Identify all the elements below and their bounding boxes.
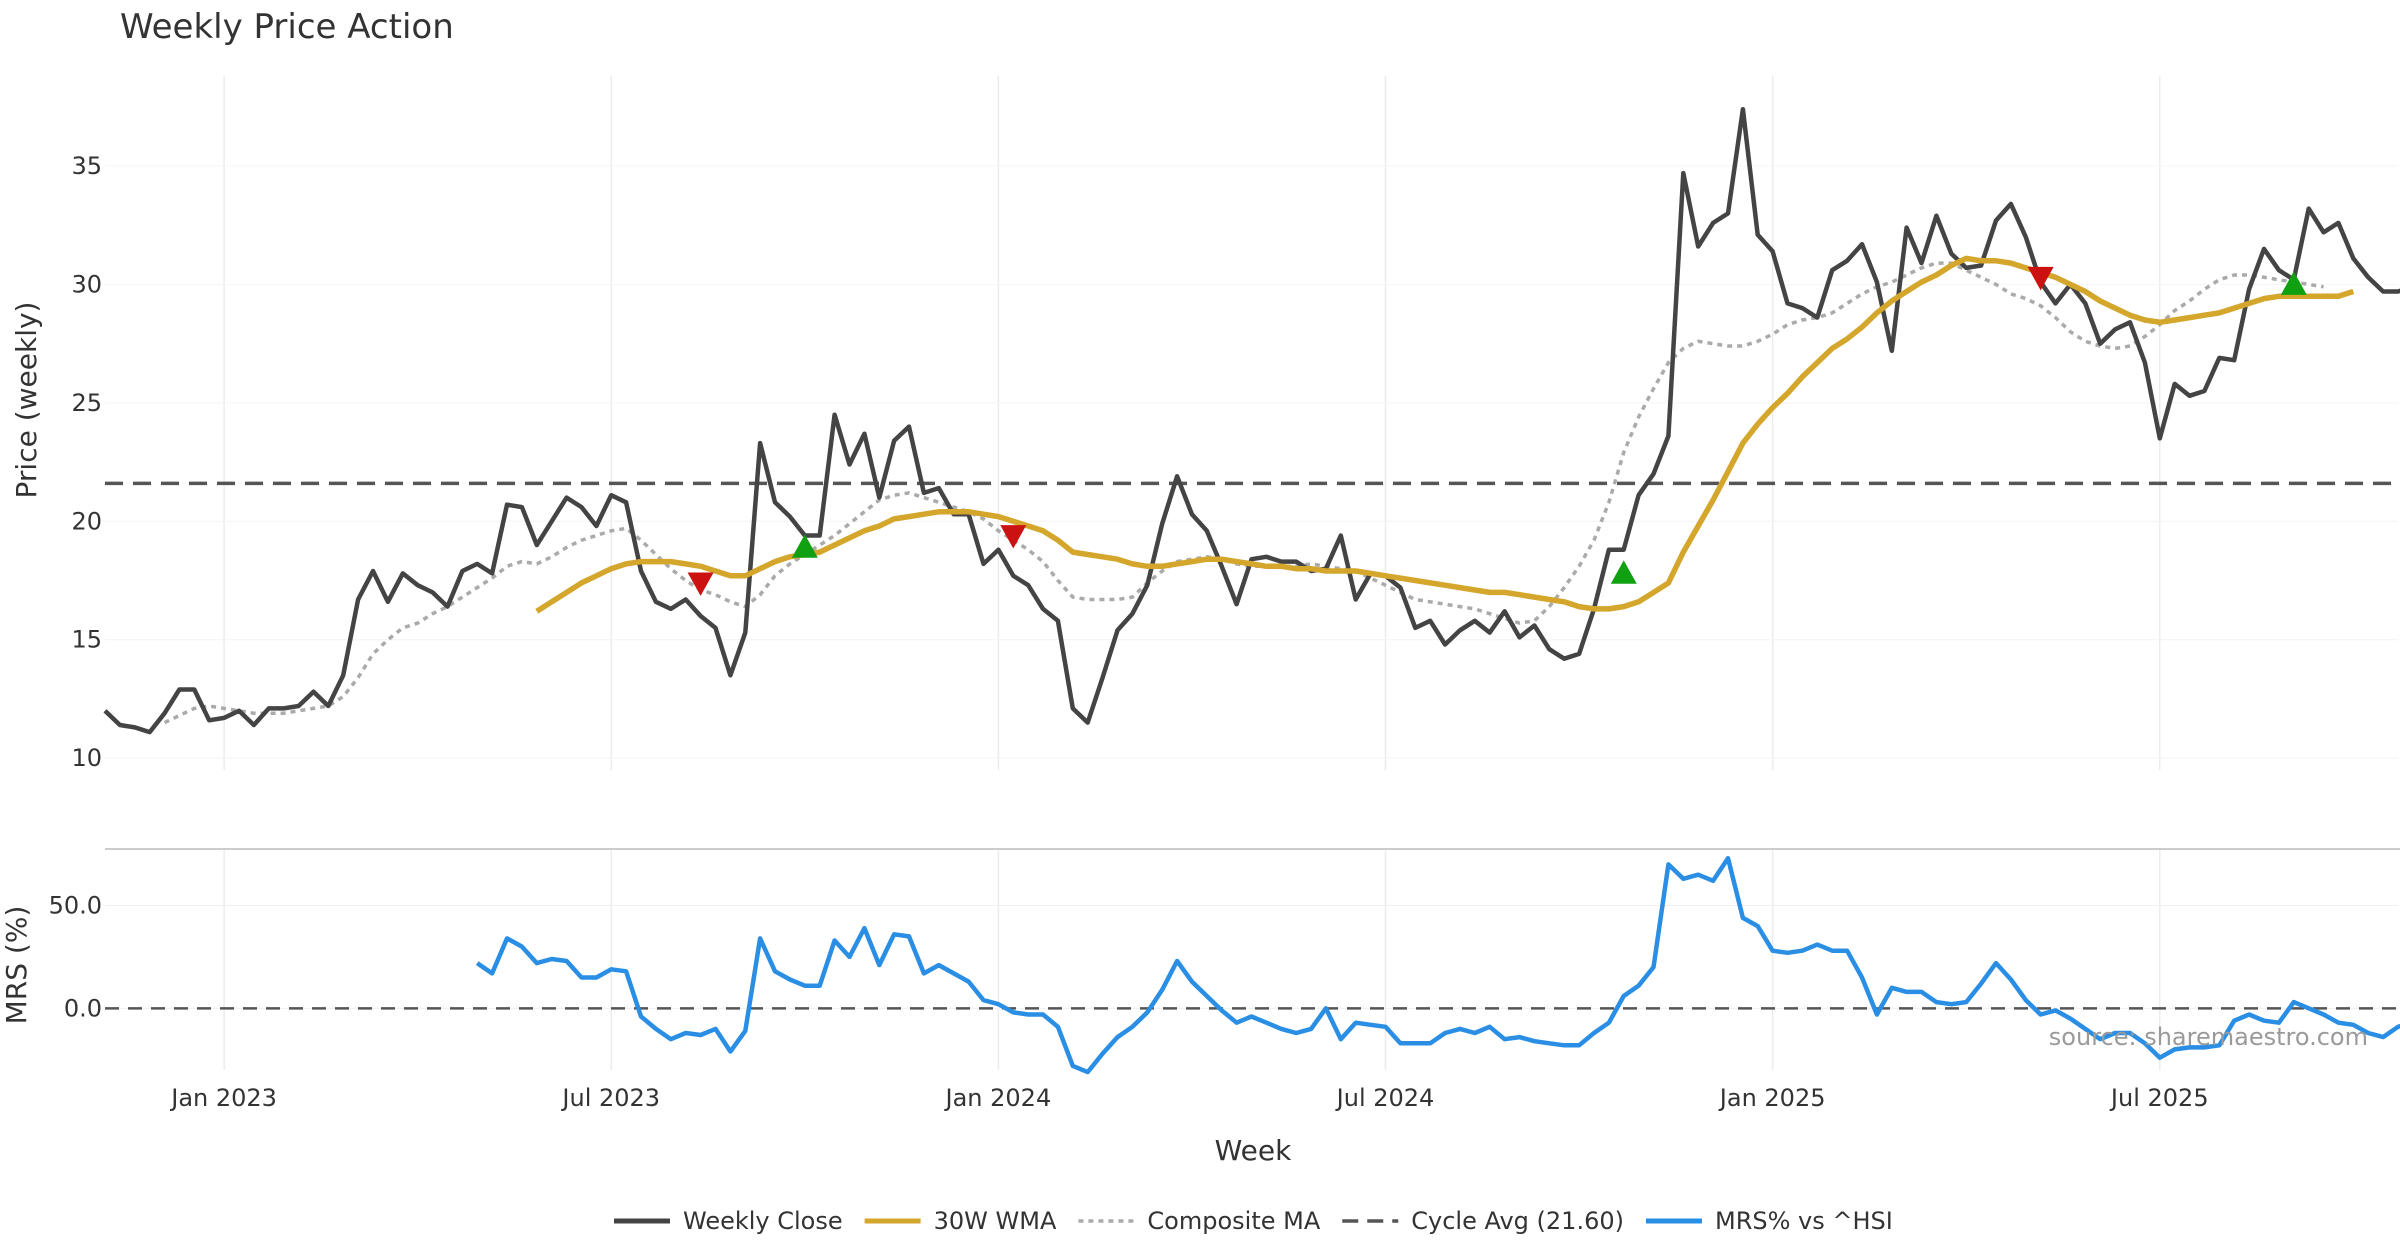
wma-30w-line [535, 255, 2355, 614]
price-y-tick-label: 25 [71, 389, 102, 417]
buy-signal-marker [1610, 560, 1637, 584]
mrs-y-tick-label: 0.0 [64, 994, 102, 1022]
buy-signal-marker [791, 534, 818, 558]
legend-label: Weekly Close [683, 1207, 843, 1235]
x-tick-label: Jul 2024 [1335, 1084, 1435, 1112]
composite-ma-line [163, 261, 2324, 725]
mrs-y-tick-label: 50.0 [49, 892, 102, 920]
buy-signal-marker [2280, 271, 2307, 295]
legend-item: Weekly Close [614, 1207, 843, 1235]
legend-label: Composite MA [1147, 1207, 1320, 1235]
x-tick-label: Jan 2025 [1718, 1084, 1826, 1112]
sell-signal-marker [687, 572, 714, 596]
legend: Weekly Close 30W WMA Composite MA Cycle Avg… [614, 1207, 1893, 1235]
legend-label: MRS% vs ^HSI [1715, 1207, 1893, 1235]
price-y-axis-label: Price (weekly) [10, 302, 43, 499]
x-ticks: Jan 2023 Jul 2023 Jan 2024 Jul 2024 Jan 2025… [169, 1084, 2208, 1112]
price-panel-grid [105, 76, 2398, 770]
legend-item: Cycle Avg (21.60) [1342, 1207, 1624, 1235]
x-tick-label: Jan 2023 [169, 1084, 277, 1112]
price-y-tick-label: 35 [71, 152, 102, 180]
weekly-close-line [103, 106, 2400, 735]
legend-label: Cycle Avg (21.60) [1411, 1207, 1624, 1235]
mrs-line [475, 855, 2400, 1075]
sell-signal-marker [2027, 266, 2054, 291]
legend-item: Composite MA [1078, 1207, 1321, 1235]
signal-markers [687, 266, 2307, 596]
price-y-tick-label: 20 [71, 507, 102, 535]
mrs-y-axis-label: MRS (%) [0, 906, 33, 1025]
price-y-tick-label: 15 [71, 626, 102, 654]
source-watermark: source: sharemaestro.com [2049, 1023, 2368, 1051]
sell-signal-marker [1000, 525, 1027, 549]
mrs-y-ticks: 0.0 50.0 [49, 892, 102, 1023]
x-tick-label: Jan 2024 [944, 1084, 1052, 1112]
price-y-tick-label: 10 [71, 744, 102, 772]
price-y-tick-label: 30 [71, 270, 102, 298]
x-tick-label: Jul 2023 [560, 1084, 660, 1112]
chart-title: Weekly Price Action [120, 7, 454, 47]
legend-item: 30W WMA [864, 1207, 1057, 1235]
price-y-ticks: 10 15 20 25 30 35 [71, 152, 102, 772]
legend-item: MRS% vs ^HSI [1645, 1207, 1893, 1235]
x-axis-label: Week [1215, 1134, 1292, 1167]
x-tick-label: Jul 2025 [2109, 1084, 2209, 1112]
legend-label: 30W WMA [934, 1207, 1057, 1235]
